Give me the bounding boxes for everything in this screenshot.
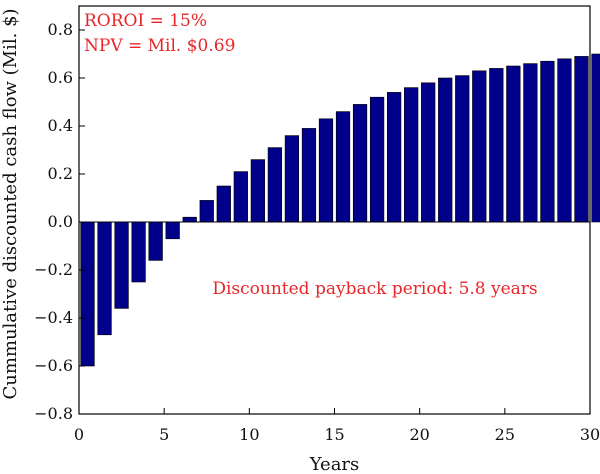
- y-tick-label: 0.2: [48, 164, 73, 183]
- y-tick-label: −0.8: [34, 404, 73, 423]
- bar-year-14: [318, 118, 334, 223]
- y-tick-label: 0.0: [48, 212, 73, 231]
- y-axis-ticks: −0.8 −0.6 −0.4 −0.2 0.0 0.2 0.4 0.6 0.8: [34, 20, 85, 423]
- bar-year-28: [557, 58, 572, 223]
- bar-year-2: [114, 221, 129, 309]
- bar-year-30: [591, 53, 600, 223]
- y-tick-label: −0.6: [34, 356, 73, 375]
- bar-year-0: [80, 221, 95, 367]
- x-tick-label: 25: [495, 425, 515, 444]
- bar-year-5: [165, 221, 180, 240]
- bar-year-18: [386, 92, 402, 223]
- bar-year-11: [267, 147, 283, 223]
- bar-year-16: [352, 104, 368, 223]
- bar-year-19: [404, 87, 419, 223]
- bar-year-27: [540, 60, 555, 223]
- x-tick-label: 15: [324, 425, 344, 444]
- annotation-npv: NPV = Mil. $0.69: [84, 36, 235, 56]
- x-axis-title: Years: [309, 454, 360, 474]
- bar-year-23: [472, 70, 487, 223]
- bar-year-15: [335, 111, 351, 223]
- y-tick-label: 0.8: [48, 20, 73, 39]
- bar-year-1: [97, 221, 112, 336]
- bar-year-17: [369, 96, 385, 223]
- bar-year-8: [216, 185, 231, 223]
- bar-year-22: [455, 75, 470, 223]
- bar-year-3: [131, 221, 146, 283]
- y-tick-label: 0.4: [48, 116, 73, 135]
- bar-year-9: [233, 171, 248, 223]
- bar-year-24: [489, 68, 504, 223]
- bar-year-29: [574, 56, 589, 223]
- bar-year-26: [523, 63, 538, 223]
- annotation-payback-period: Discounted payback period: 5.8 years: [212, 279, 537, 299]
- x-tick-label: 20: [409, 425, 429, 444]
- bar-year-10: [250, 159, 265, 223]
- x-tick-label: 0: [74, 425, 84, 444]
- bar-year-4: [148, 221, 163, 261]
- bars-group: [80, 53, 600, 367]
- x-tick-label: 10: [239, 425, 259, 444]
- x-tick-label: 5: [159, 425, 169, 444]
- x-axis-ticks: 0 5 10 15 20 25 30: [74, 408, 600, 444]
- annotation-roroi: ROROI = 15%: [84, 11, 207, 31]
- bar-year-13: [301, 128, 317, 223]
- y-tick-label: −0.4: [34, 308, 73, 327]
- x-tick-label: 30: [580, 425, 600, 444]
- y-tick-label: −0.2: [34, 260, 73, 279]
- bar-year-7: [199, 200, 214, 223]
- y-axis-title: Cummulative discounted cash flow (Mil. $…: [0, 8, 21, 399]
- bar-year-21: [438, 77, 453, 223]
- bar-year-20: [421, 82, 436, 223]
- y-tick-label: 0.6: [48, 68, 73, 87]
- bar-year-25: [506, 65, 521, 223]
- bar-year-6: [182, 216, 197, 223]
- bar-year-12: [284, 135, 300, 223]
